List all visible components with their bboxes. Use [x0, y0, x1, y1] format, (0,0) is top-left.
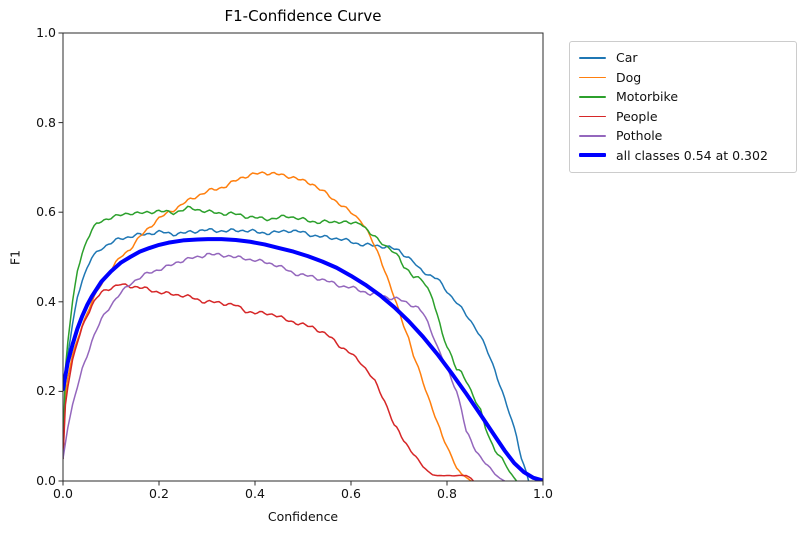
x-tick-label: 0.2	[149, 486, 169, 501]
y-axis-label: F1	[7, 249, 23, 266]
curve-car	[62, 228, 530, 482]
x-tick-label: 0.6	[341, 486, 361, 501]
legend-label-car: Car	[616, 50, 638, 66]
x-tick-label: 0.4	[245, 486, 265, 501]
x-tick-label: 1.0	[533, 486, 553, 501]
legend-item-motorbike: Motorbike	[579, 87, 787, 107]
legend-item-pothole: Pothole	[579, 126, 787, 146]
legend-label-people: People	[616, 108, 658, 124]
chart-title: F1-Confidence Curve	[224, 7, 382, 25]
legend-line-sample-car	[579, 57, 606, 59]
curve-motorbike	[62, 205, 518, 482]
plot-border	[62, 32, 544, 482]
x-tick-label: 0.0	[53, 486, 73, 501]
curve-pothole	[62, 252, 506, 482]
legend-item-people: People	[579, 107, 787, 127]
y-tick-label: 0.4	[36, 293, 56, 309]
y-tick-label: 0.2	[36, 383, 56, 399]
y-tick-label: 1.0	[36, 25, 56, 40]
legend-label-pothole: Pothole	[616, 128, 663, 144]
legend-line-sample-pothole	[579, 135, 606, 137]
legend: Car Dog Motorbike People Pothole all classes …	[569, 41, 797, 173]
legend-label-dog: Dog	[616, 69, 642, 85]
x-axis-label: Confidence	[267, 509, 339, 524]
y-tick-label: 0.8	[36, 114, 56, 130]
legend-line-sample-all-classes	[579, 153, 606, 158]
legend-item-car: Car	[579, 48, 787, 68]
legend-label-motorbike: Motorbike	[616, 89, 679, 105]
y-tick-label: 0.6	[36, 204, 56, 220]
legend-item-dog: Dog	[579, 68, 787, 88]
legend-line-sample-dog	[579, 76, 606, 78]
legend-item-all-classes: all classes 0.54 at 0.302	[579, 146, 787, 166]
curve-all-classes	[62, 237, 544, 482]
curve-people	[62, 283, 475, 482]
curve-dog	[62, 171, 472, 482]
legend-line-sample-people	[579, 115, 606, 117]
y-tick-label: 0.0	[36, 473, 56, 488]
legend-line-sample-motorbike	[579, 96, 606, 98]
legend-label-all-classes: all classes 0.54 at 0.302	[616, 147, 768, 163]
x-tick-label: 0.8	[437, 486, 457, 501]
